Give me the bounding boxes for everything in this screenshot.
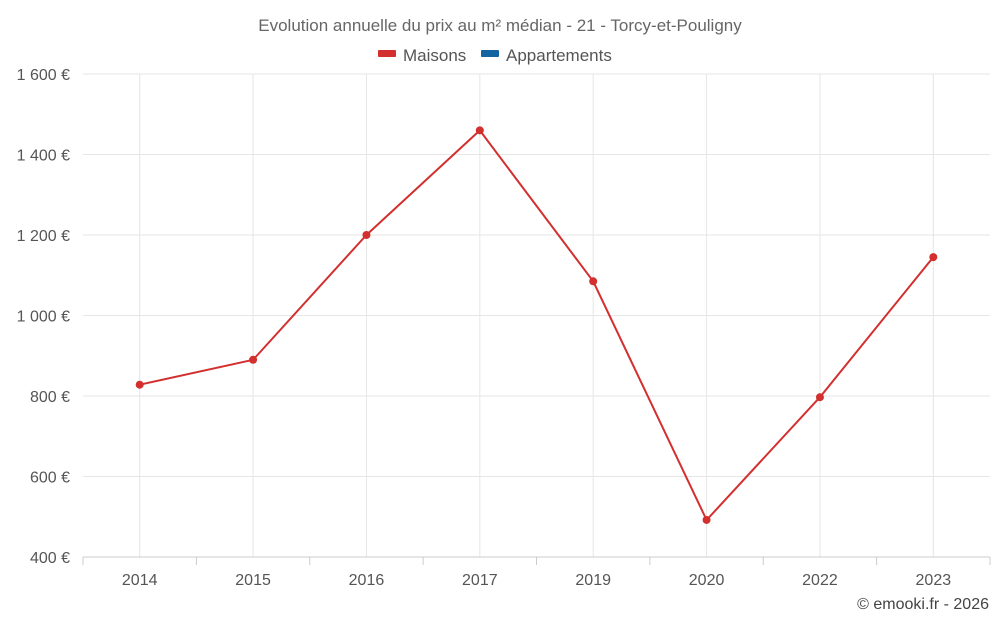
credit-text: © emooki.fr - 2026	[857, 596, 989, 613]
y-axis-labels: 400 € 600 € 800 € 1 000 € 1 200 € 1 400 € 1 60…	[17, 67, 70, 567]
series-maisons	[135, 126, 938, 524]
x-tick-label: 2020	[689, 572, 725, 589]
x-axis-labels: 2014 2015 2016 2017 2019 2020 2022 2023	[122, 572, 951, 589]
data-point-maisons-2022[interactable]	[815, 393, 824, 402]
y-tick-label: 1 000 €	[17, 309, 70, 326]
x-tick-label: 2023	[916, 572, 952, 589]
legend-label-maisons: Maisons	[403, 46, 466, 65]
x-tick-label: 2017	[462, 572, 498, 589]
grid	[83, 73, 990, 557]
legend-item-maisons[interactable]: Maisons	[378, 46, 466, 65]
data-point-maisons-2020[interactable]	[702, 515, 711, 524]
data-point-maisons-2019[interactable]	[589, 277, 598, 286]
y-tick-label: 800 €	[30, 389, 70, 406]
y-tick-label: 400 €	[30, 550, 70, 567]
legend-item-appartements[interactable]: Appartements	[481, 46, 612, 65]
x-tick-label: 2016	[349, 572, 385, 589]
legend-label-appartements: Appartements	[506, 46, 612, 65]
y-tick-label: 600 €	[30, 470, 70, 487]
y-tick-label: 1 600 €	[17, 67, 70, 84]
series-line-maisons	[139, 129, 935, 521]
data-point-maisons-2014[interactable]	[135, 380, 144, 389]
legend-swatch-appartements	[481, 50, 499, 57]
data-point-maisons-2015[interactable]	[249, 355, 258, 364]
chart-title: Evolution annuelle du prix au m² médian …	[258, 16, 742, 35]
x-tick-label: 2015	[235, 572, 271, 589]
data-point-maisons-2016[interactable]	[362, 231, 371, 239]
x-tick-label: 2019	[575, 572, 611, 589]
y-tick-label: 1 400 €	[17, 148, 70, 165]
data-point-maisons-2023[interactable]	[929, 253, 938, 262]
legend-swatch-maisons	[378, 50, 396, 57]
axes	[82, 556, 991, 565]
x-tick-label: 2022	[802, 572, 838, 589]
x-tick-label: 2014	[122, 572, 158, 589]
y-tick-label: 1 200 €	[17, 228, 70, 245]
legend: Maisons Appartements	[378, 46, 612, 65]
data-point-maisons-2017[interactable]	[475, 126, 484, 135]
